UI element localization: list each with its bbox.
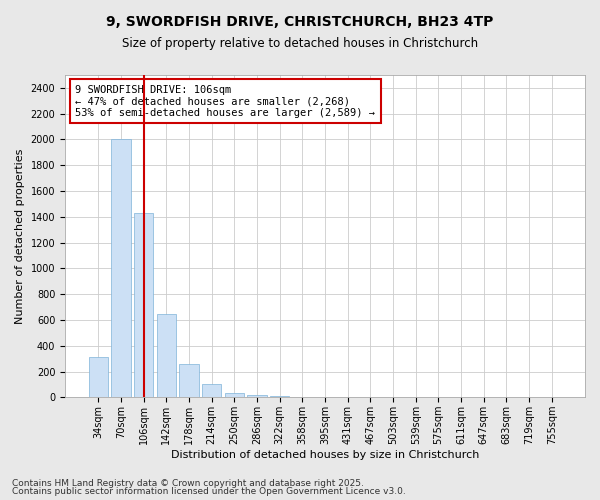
Bar xyxy=(247,396,266,398)
X-axis label: Distribution of detached houses by size in Christchurch: Distribution of detached houses by size … xyxy=(171,450,479,460)
Bar xyxy=(89,358,108,398)
Bar xyxy=(224,393,244,398)
Text: Size of property relative to detached houses in Christchurch: Size of property relative to detached ho… xyxy=(122,38,478,51)
Text: Contains HM Land Registry data © Crown copyright and database right 2025.: Contains HM Land Registry data © Crown c… xyxy=(12,478,364,488)
Bar xyxy=(157,314,176,398)
Bar xyxy=(270,396,289,398)
Bar xyxy=(293,396,312,398)
Bar xyxy=(134,213,153,398)
Text: Contains public sector information licensed under the Open Government Licence v3: Contains public sector information licen… xyxy=(12,487,406,496)
Bar xyxy=(179,364,199,398)
Text: 9 SWORDFISH DRIVE: 106sqm
← 47% of detached houses are smaller (2,268)
53% of se: 9 SWORDFISH DRIVE: 106sqm ← 47% of detac… xyxy=(76,84,376,118)
Y-axis label: Number of detached properties: Number of detached properties xyxy=(15,148,25,324)
Bar xyxy=(112,140,131,398)
Bar xyxy=(202,384,221,398)
Text: 9, SWORDFISH DRIVE, CHRISTCHURCH, BH23 4TP: 9, SWORDFISH DRIVE, CHRISTCHURCH, BH23 4… xyxy=(106,15,494,29)
